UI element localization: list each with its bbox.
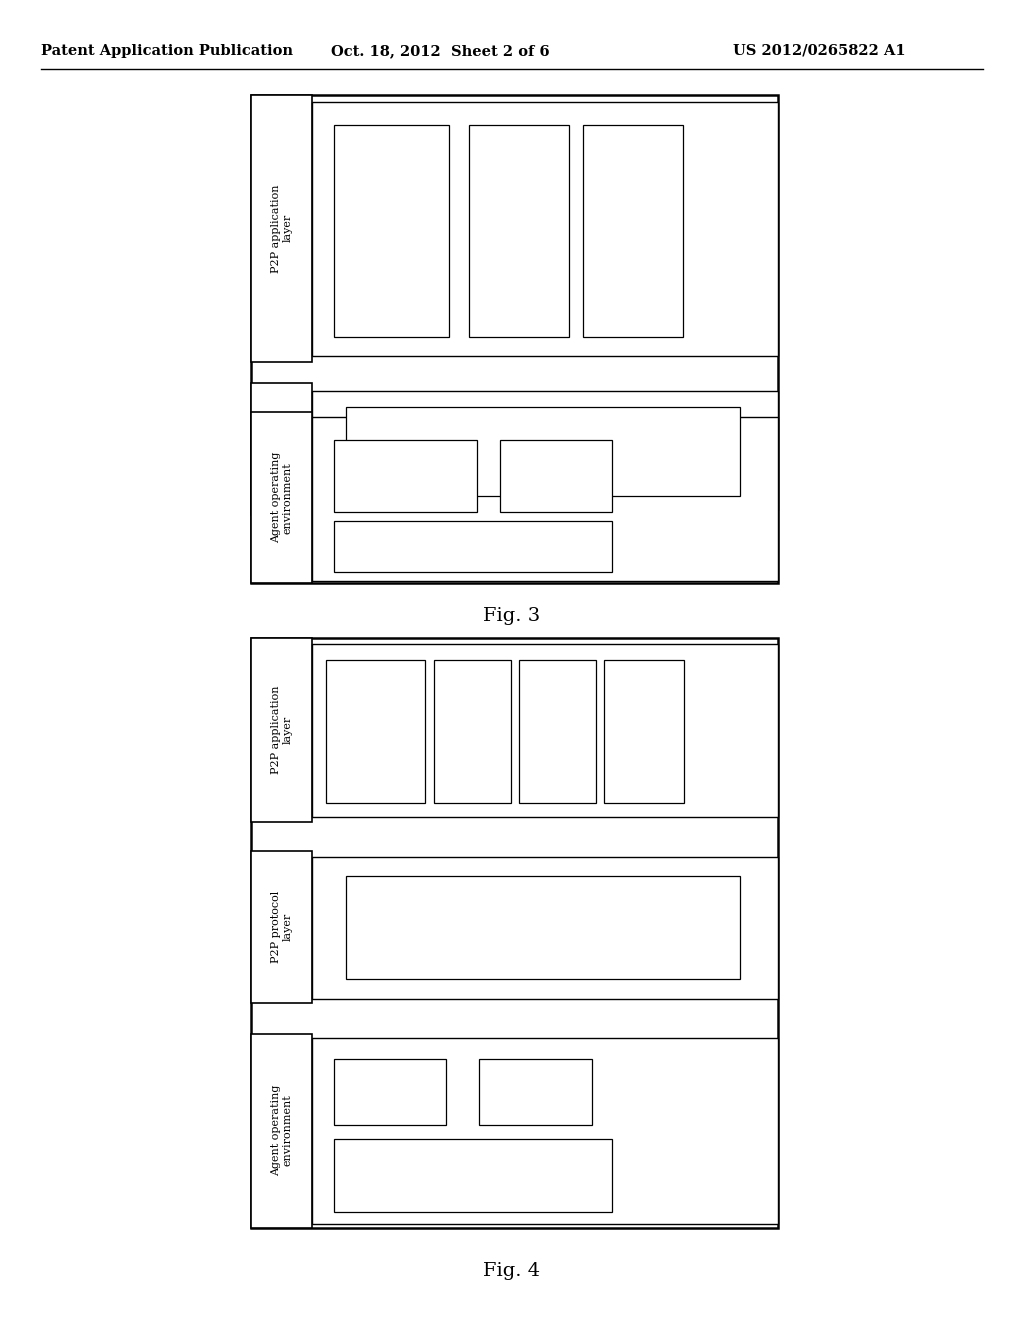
- Bar: [251, 412, 312, 583]
- Bar: [479, 1059, 592, 1125]
- Text: Fig. 4: Fig. 4: [483, 1262, 541, 1280]
- Bar: [312, 417, 778, 581]
- Text: Node
registration: Node registration: [353, 216, 429, 246]
- Bar: [251, 638, 312, 822]
- Bar: [469, 125, 569, 337]
- Text: Agent operating
environment: Agent operating environment: [270, 451, 293, 544]
- Bar: [434, 660, 511, 803]
- Text: Resource
storage: Resource storage: [443, 717, 502, 746]
- Bar: [334, 1059, 446, 1125]
- Bar: [312, 102, 778, 356]
- Text: P2P protocol: P2P protocol: [503, 921, 584, 935]
- Text: P2P protocol
layer: P2P protocol layer: [270, 891, 293, 964]
- Text: Agent operating
environment: Agent operating environment: [270, 1085, 293, 1176]
- Bar: [519, 660, 596, 803]
- Bar: [500, 440, 612, 512]
- Bar: [251, 851, 312, 1003]
- Bar: [251, 1034, 312, 1228]
- Text: US 2012/0265822 A1: US 2012/0265822 A1: [733, 44, 905, 58]
- Text: P2P protocol: P2P protocol: [503, 445, 584, 458]
- Bar: [312, 644, 778, 817]
- Bar: [334, 521, 612, 572]
- Text: Oct. 18, 2012  Sheet 2 of 6: Oct. 18, 2012 Sheet 2 of 6: [331, 44, 550, 58]
- Text: Agent
establishment: Agent establishment: [361, 462, 450, 490]
- Text: Agent communication: Agent communication: [403, 1170, 543, 1181]
- Text: Agent
migration: Agent migration: [525, 462, 587, 490]
- Text: Resource
download: Resource download: [602, 216, 664, 246]
- Bar: [312, 391, 778, 510]
- Bar: [334, 1139, 612, 1212]
- Bar: [583, 125, 683, 337]
- Text: Resource
publish: Resource publish: [489, 216, 549, 246]
- Text: Agent communication: Agent communication: [403, 540, 543, 553]
- Bar: [334, 125, 449, 337]
- Bar: [251, 95, 312, 362]
- Text: Resource
download: Resource download: [526, 717, 589, 746]
- Bar: [604, 660, 684, 803]
- Bar: [251, 95, 778, 583]
- Text: Agent copy: Agent copy: [354, 1085, 426, 1098]
- Bar: [251, 638, 778, 1228]
- Bar: [251, 383, 312, 515]
- Text: Agent
migration: Agent migration: [505, 1077, 566, 1106]
- Bar: [346, 407, 740, 496]
- Bar: [326, 660, 425, 803]
- Text: Node
management: Node management: [334, 717, 417, 746]
- Bar: [346, 876, 740, 979]
- Text: Fig. 3: Fig. 3: [483, 607, 541, 626]
- Text: P2P application
layer: P2P application layer: [270, 685, 293, 775]
- Bar: [312, 1038, 778, 1224]
- Text: Resource
forwarding: Resource forwarding: [609, 717, 679, 746]
- Text: P2P application
layer: P2P application layer: [270, 183, 293, 273]
- Bar: [334, 440, 477, 512]
- Text: P2P protocol
layer: P2P protocol layer: [270, 413, 293, 484]
- Text: Patent Application Publication: Patent Application Publication: [41, 44, 293, 58]
- Bar: [312, 857, 778, 999]
